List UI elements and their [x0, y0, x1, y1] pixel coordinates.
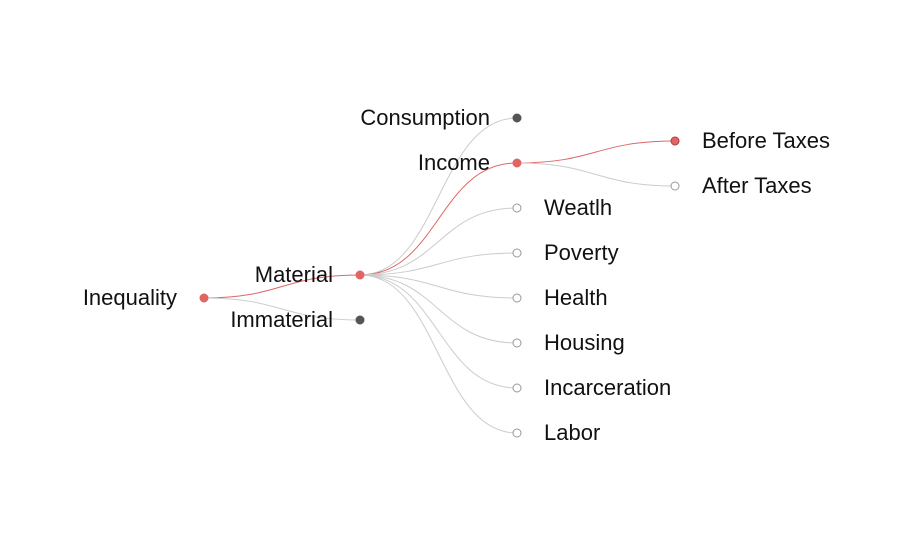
node-incarceration[interactable]: Incarceration — [512, 375, 671, 400]
link-material-consumption — [359, 117, 518, 276]
link-material-income — [359, 162, 518, 276]
link-inequality-material — [203, 274, 361, 299]
link-material-health — [359, 274, 518, 299]
node-immaterial-label: Immaterial — [230, 307, 333, 332]
node-consumption[interactable]: Consumption — [360, 105, 522, 130]
node-health[interactable]: Health — [512, 285, 608, 310]
node-consumption-dot[interactable] — [512, 113, 522, 123]
link-inequality-immaterial — [203, 297, 361, 321]
node-poverty[interactable]: Poverty — [512, 240, 619, 265]
node-labor-label: Labor — [544, 420, 600, 445]
node-health-label: Health — [544, 285, 608, 310]
node-immaterial[interactable]: Immaterial — [230, 307, 365, 332]
tree-nodes: Inequality Material Consumption Income Befor… — [83, 105, 830, 445]
node-wealth-dot[interactable] — [512, 203, 522, 213]
node-before-taxes-dot[interactable] — [670, 136, 680, 146]
node-consumption-label: Consumption — [360, 105, 490, 130]
link-material-incarceration — [359, 274, 518, 389]
node-inequality[interactable]: Inequality — [83, 285, 209, 310]
node-housing[interactable]: Housing — [512, 330, 625, 355]
link-material-poverty — [359, 252, 518, 276]
node-housing-label: Housing — [544, 330, 625, 355]
node-after-taxes[interactable]: After Taxes — [670, 173, 812, 198]
link-material-housing — [359, 274, 518, 344]
node-income[interactable]: Income — [418, 150, 522, 175]
node-before-taxes-label: Before Taxes — [702, 128, 830, 153]
node-inequality-label: Inequality — [83, 285, 177, 310]
link-material-wealth — [359, 207, 518, 276]
link-material-labor — [359, 274, 518, 434]
node-material-label: Material — [255, 262, 333, 287]
node-labor-dot[interactable] — [512, 428, 522, 438]
node-after-taxes-label: After Taxes — [702, 173, 812, 198]
node-wealth[interactable]: Weatlh — [512, 195, 612, 220]
node-wealth-label: Weatlh — [544, 195, 612, 220]
node-immaterial-dot[interactable] — [355, 315, 365, 325]
node-inequality-dot[interactable] — [199, 293, 209, 303]
node-health-dot[interactable] — [512, 293, 522, 303]
node-after-taxes-dot[interactable] — [670, 181, 680, 191]
node-before-taxes[interactable]: Before Taxes — [670, 128, 830, 153]
node-material-dot[interactable] — [355, 270, 365, 280]
node-incarceration-dot[interactable] — [512, 383, 522, 393]
node-income-label: Income — [418, 150, 490, 175]
node-material[interactable]: Material — [255, 262, 365, 287]
link-income-after-taxes — [516, 162, 676, 187]
node-income-dot[interactable] — [512, 158, 522, 168]
node-housing-dot[interactable] — [512, 338, 522, 348]
node-labor[interactable]: Labor — [512, 420, 600, 445]
link-income-before-taxes — [516, 140, 676, 164]
tree-links — [203, 117, 676, 434]
node-poverty-label: Poverty — [544, 240, 619, 265]
node-incarceration-label: Incarceration — [544, 375, 671, 400]
node-poverty-dot[interactable] — [512, 248, 522, 258]
